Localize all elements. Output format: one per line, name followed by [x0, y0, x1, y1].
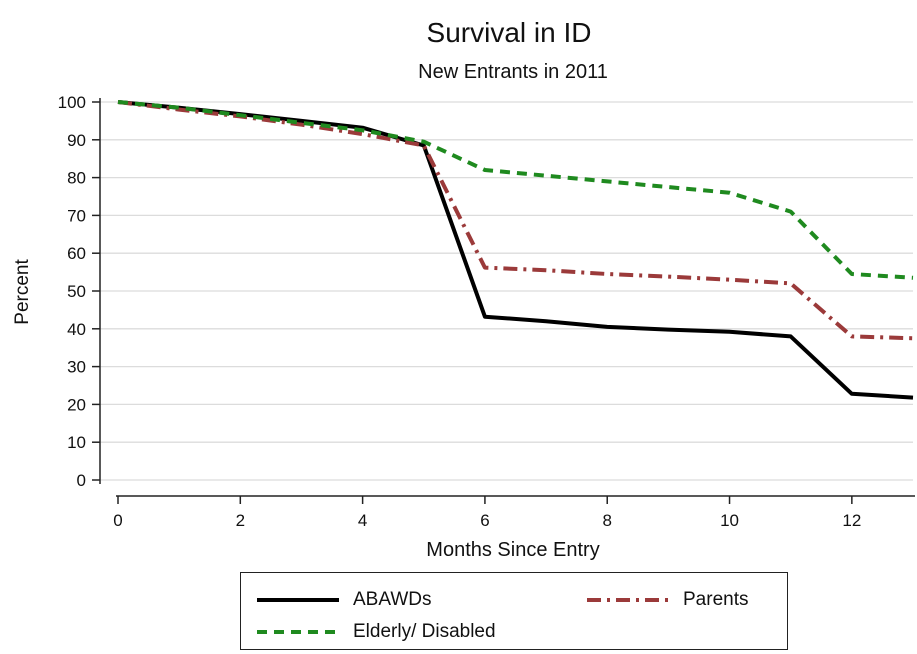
legend-item-elderly-disabled: Elderly/ Disabled: [257, 621, 496, 643]
axes: 0 10 20 30 40 50 60 70 80 90 100 0 2 4 6 8 10 12: [58, 93, 915, 530]
y-tick-label: 70: [67, 206, 86, 225]
y-tick-label: 20: [67, 395, 86, 414]
y-tick-label: 80: [67, 169, 86, 188]
x-tick-label: 8: [602, 511, 611, 530]
chart-subtitle: New Entrants in 2011: [418, 61, 608, 83]
legend: ABAWDs Parents Elderly/ Disabled: [240, 572, 788, 650]
legend-swatch-abawds: [257, 598, 339, 602]
x-tick-label: 10: [720, 511, 739, 530]
y-tick-label: 30: [67, 358, 86, 377]
legend-item-parents: Parents: [587, 589, 748, 611]
x-tick-label: 2: [236, 511, 245, 530]
chart-title: Survival in ID: [427, 17, 592, 48]
x-tick-label: 6: [480, 511, 489, 530]
y-tick-label: 60: [67, 244, 86, 263]
series-lines: [117, 100, 914, 400]
x-axis-title: Months Since Entry: [426, 539, 599, 561]
x-tick-label: 4: [358, 511, 367, 530]
legend-swatch-parents: [587, 598, 669, 602]
y-tick-label: 90: [67, 131, 86, 150]
series-line-parents: [117, 100, 914, 341]
y-axis-title: Percent: [12, 259, 33, 325]
legend-label-elderly-disabled: Elderly/ Disabled: [353, 621, 496, 642]
x-tick-label: 0: [113, 511, 122, 530]
y-tick-label: 40: [67, 320, 86, 339]
series-line-elderly-disabled: [117, 100, 914, 280]
gridlines: [100, 101, 913, 481]
legend-item-abawds: ABAWDs: [257, 589, 431, 611]
x-tick-label: 12: [842, 511, 861, 530]
legend-swatch-elderly-disabled: [257, 630, 339, 634]
y-tick-label: 100: [58, 93, 86, 112]
y-tick-label: 50: [67, 282, 86, 301]
y-tick-label: 0: [77, 471, 86, 490]
y-tick-label: 10: [67, 433, 86, 452]
legend-label-parents: Parents: [683, 589, 749, 610]
series-line-abawds: [117, 100, 914, 400]
legend-label-abawds: ABAWDs: [353, 589, 432, 610]
